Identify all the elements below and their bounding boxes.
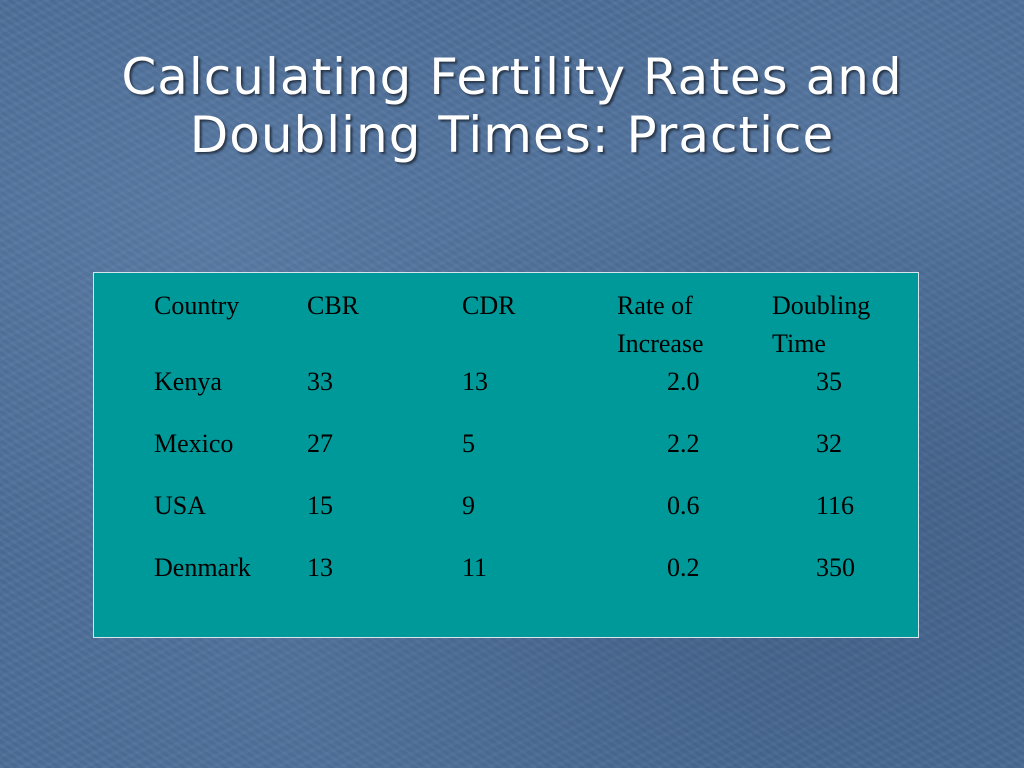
cell-rate: 2.0 (667, 367, 700, 396)
cell-rate: 2.2 (667, 429, 700, 458)
header-cdr: CDR (462, 291, 516, 320)
slide-title-line-2: Doubling Times: Practice (189, 106, 835, 164)
slide-title-line-1: Calculating Fertility Rates and (121, 48, 903, 106)
cell-doubling: 32 (816, 429, 842, 458)
header-rate-line-2: Increase (617, 329, 704, 358)
header-country: Country (154, 291, 240, 320)
slide-title: Calculating Fertility Rates and Doubling… (0, 48, 1024, 164)
cell-cbr: 15 (307, 491, 333, 520)
table-row: Denmark 13 11 0.2 350 (154, 553, 912, 615)
data-table-panel: Country CBR CDR Rate of Increase Doublin… (93, 272, 919, 638)
header-doubling-time: Doubling Time (772, 287, 912, 363)
cell-country: USA (154, 491, 207, 520)
table-row: Mexico 27 5 2.2 32 (154, 429, 912, 491)
cell-cdr: 5 (462, 429, 475, 458)
cell-doubling: 35 (816, 367, 842, 396)
cell-cdr: 9 (462, 491, 475, 520)
header-doubling-line-2: Time (772, 329, 826, 358)
cell-country: Mexico (154, 429, 234, 458)
cell-doubling: 350 (816, 553, 855, 582)
cell-cdr: 11 (462, 553, 488, 582)
cell-cdr: 13 (462, 367, 488, 396)
cell-rate: 0.6 (667, 491, 700, 520)
table-row: Kenya 33 13 2.0 35 (154, 363, 912, 429)
fertility-data-table: Country CBR CDR Rate of Increase Doublin… (154, 287, 912, 615)
header-cbr: CBR (307, 291, 360, 320)
cell-doubling: 116 (816, 491, 855, 520)
header-rate-of-increase: Rate of Increase (617, 287, 772, 363)
cell-country: Kenya (154, 367, 222, 396)
cell-cbr: 13 (307, 553, 333, 582)
table-row: USA 15 9 0.6 116 (154, 491, 912, 553)
cell-cbr: 27 (307, 429, 333, 458)
table-header-row: Country CBR CDR Rate of Increase Doublin… (154, 287, 912, 363)
header-doubling-line-1: Doubling (772, 291, 871, 320)
cell-rate: 0.2 (667, 553, 700, 582)
header-rate-line-1: Rate of (617, 291, 693, 320)
cell-country: Denmark (154, 553, 251, 582)
cell-cbr: 33 (307, 367, 333, 396)
